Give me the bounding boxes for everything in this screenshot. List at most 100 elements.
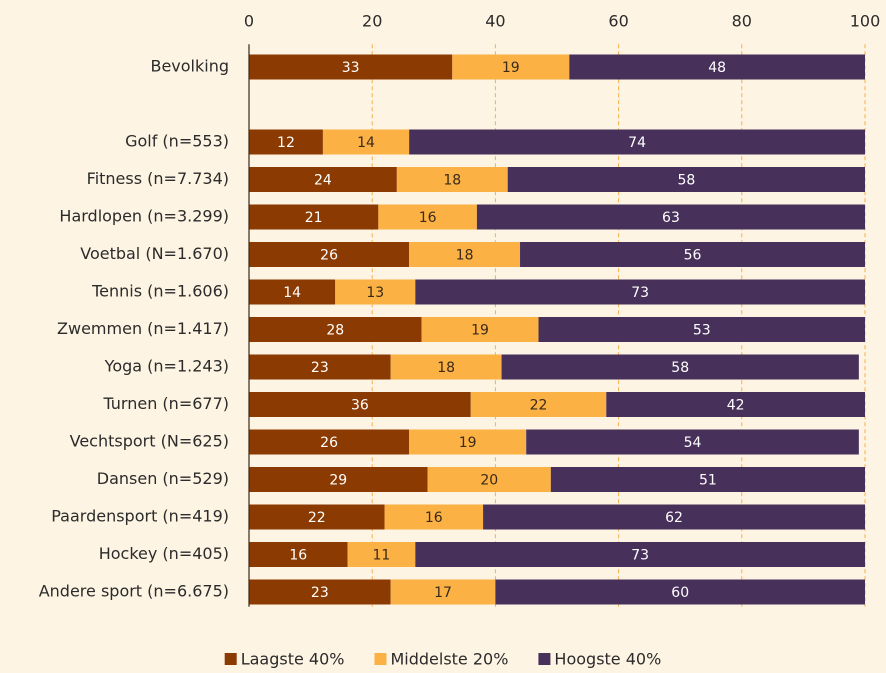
bar-segment [249, 504, 385, 530]
category-label: Vechtsport (N=625) [70, 432, 229, 451]
bar-segment [249, 242, 410, 267]
value-label: 14 [357, 135, 375, 151]
bar-segment [415, 542, 865, 567]
bar-segment [606, 392, 865, 417]
value-label: 11 [373, 548, 391, 564]
value-label: 22 [308, 510, 326, 526]
bar-segment [322, 129, 410, 155]
bar-segment [538, 317, 865, 342]
legend-label: Laagste 40% [241, 650, 345, 669]
bar-segment [396, 167, 508, 192]
value-label: 28 [326, 323, 344, 339]
legend-swatch [224, 653, 237, 665]
bar-segment [427, 467, 551, 492]
bar-segment [249, 317, 422, 342]
bar-segment [415, 279, 865, 305]
category-label: Turnen (n=677) [102, 394, 229, 413]
bar-segment [249, 392, 471, 417]
value-label: 19 [471, 323, 489, 339]
bar-segment [526, 429, 859, 455]
value-label: 18 [456, 248, 474, 264]
x-tick-label: 100 [850, 12, 881, 31]
value-label: 23 [311, 360, 329, 376]
bar-segment [520, 242, 865, 267]
value-label: 17 [434, 585, 452, 601]
legend-label: Hoogste 40% [554, 650, 661, 669]
bar-segment [501, 354, 859, 380]
x-tick-label: 40 [485, 12, 505, 31]
value-label: 60 [671, 585, 689, 601]
legend-swatch [538, 653, 551, 665]
bar-segment [409, 129, 865, 155]
bar-segment [495, 579, 865, 605]
legend-label: Middelste 20% [390, 650, 508, 669]
bar-segment [347, 542, 416, 567]
value-label: 22 [530, 398, 548, 414]
value-label: 19 [502, 60, 520, 76]
bar-segment [452, 54, 570, 80]
category-label: Dansen (n=529) [97, 469, 229, 488]
value-label: 42 [727, 398, 745, 414]
x-tick-label: 20 [362, 12, 382, 31]
bar-segment [409, 429, 527, 455]
value-label: 20 [480, 473, 498, 489]
bar-segment [378, 204, 477, 230]
value-label: 12 [277, 135, 295, 151]
bar-segment [335, 279, 416, 305]
bar-segment [249, 54, 453, 80]
category-label: Hardlopen (n=3.299) [59, 207, 229, 226]
value-label: 18 [437, 360, 455, 376]
category-label: Hockey (n=405) [99, 544, 229, 563]
category-label: Paardensport (n=419) [51, 507, 229, 526]
value-label: 16 [289, 548, 307, 564]
value-label: 18 [443, 173, 461, 189]
value-label: 36 [351, 398, 369, 414]
bar-segment [249, 354, 391, 380]
value-label: 62 [665, 510, 683, 526]
value-label: 29 [329, 473, 347, 489]
value-label: 54 [684, 435, 702, 451]
bar-segment [249, 429, 410, 455]
value-label: 16 [425, 510, 443, 526]
bar-segment [421, 317, 539, 342]
x-tick-label: 60 [608, 12, 628, 31]
value-label: 19 [459, 435, 477, 451]
value-label: 58 [677, 173, 695, 189]
category-label: Tennis (n=1.606) [91, 282, 229, 301]
value-label: 16 [419, 210, 437, 226]
bar-segment [483, 504, 865, 530]
value-label: 26 [320, 435, 338, 451]
category-label: Golf (n=553) [125, 132, 229, 151]
bar-segment [249, 279, 336, 305]
bar-segment [249, 579, 391, 605]
bar-segment [249, 204, 379, 230]
value-label: 14 [283, 285, 301, 301]
value-label: 48 [708, 60, 726, 76]
bar-segment [550, 467, 865, 492]
value-label: 33 [342, 60, 360, 76]
bar-segment [249, 129, 323, 155]
bar-segment [470, 392, 607, 417]
x-tick-label: 0 [244, 12, 254, 31]
legend-swatch [374, 653, 387, 665]
category-label: Voetbal (N=1.670) [80, 244, 229, 263]
bar-segment [249, 167, 397, 192]
value-label: 73 [631, 548, 649, 564]
value-label: 74 [628, 135, 646, 151]
bar-segment [476, 204, 865, 230]
value-label: 53 [693, 323, 711, 339]
bar-segment [390, 579, 496, 605]
bar-segment [409, 242, 521, 267]
bar-segment [507, 167, 865, 192]
value-label: 51 [699, 473, 717, 489]
value-label: 24 [314, 173, 332, 189]
value-label: 13 [366, 285, 384, 301]
value-label: 26 [320, 248, 338, 264]
value-label: 56 [684, 248, 702, 264]
category-label: Bevolking [150, 57, 229, 76]
bar-segment [249, 467, 428, 492]
bar-segment [384, 504, 484, 530]
bar-segment [390, 354, 502, 380]
category-label: Fitness (n=7.734) [87, 169, 229, 188]
